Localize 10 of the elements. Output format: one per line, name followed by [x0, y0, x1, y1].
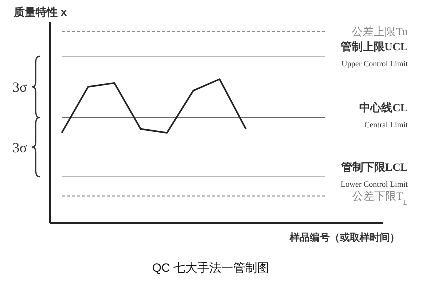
x-axis-title: 样品编号（或取样时间）: [289, 232, 400, 244]
series-label: 管制下限LCL Lower Control Limit: [340, 161, 409, 190]
series-label: 管制上限UCL Upper Control Limit: [340, 40, 409, 68]
y-axis-title: 质量特性 x: [13, 6, 68, 19]
text: 公差上限Tu: [352, 26, 408, 39]
text: 公差下限T$_{L}$: [352, 191, 408, 207]
text: 3σ: [12, 141, 28, 156]
text: 中心线CL Central Limit: [360, 102, 409, 130]
text: QC 七大手法一管制图: [152, 261, 270, 275]
text: 3σ: [12, 81, 28, 96]
